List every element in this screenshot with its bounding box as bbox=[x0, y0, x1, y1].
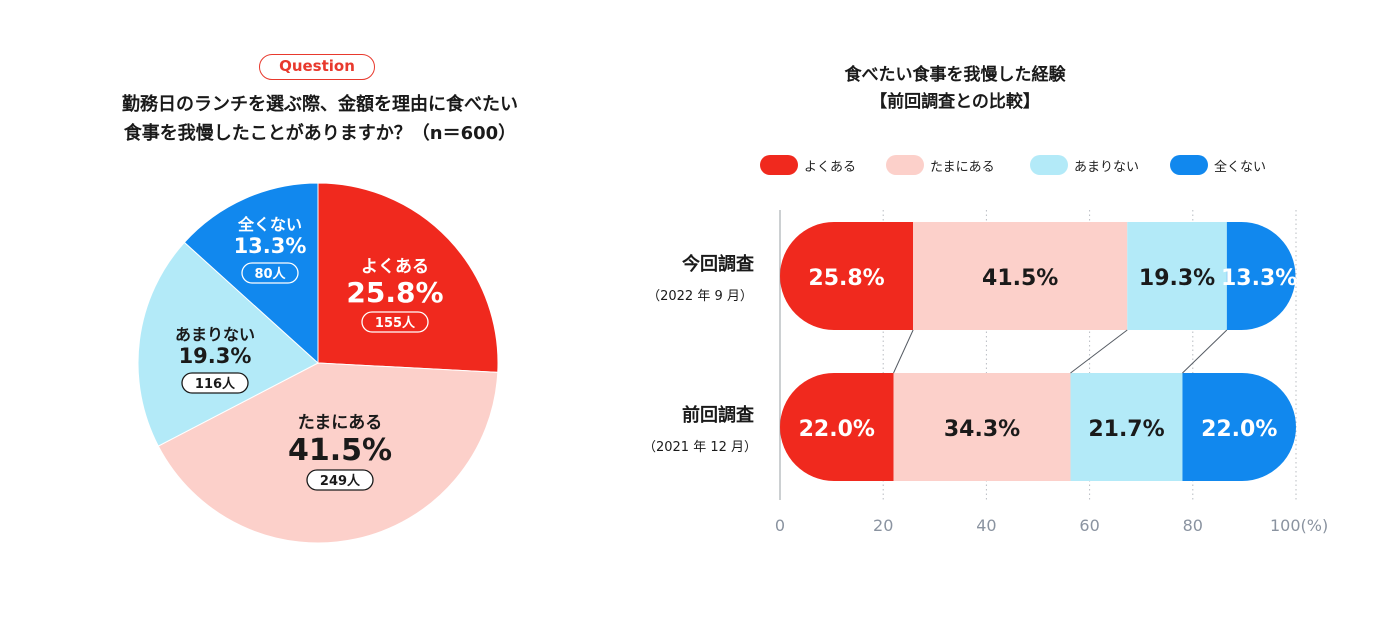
x-tick-label: 40 bbox=[976, 516, 996, 535]
category-sublabel: （2021 年 12 月） bbox=[643, 440, 757, 455]
connector-line bbox=[1182, 329, 1228, 374]
x-tick-label: 80 bbox=[1183, 516, 1203, 535]
bar-value-label: 41.5% bbox=[982, 266, 1058, 291]
x-tick-label: 100(%) bbox=[1270, 516, 1328, 535]
category-sublabel: （2022 年 9 月） bbox=[647, 289, 753, 304]
legend-item-yokuaru: よくある bbox=[760, 153, 856, 177]
bar-value-label: 21.7% bbox=[1088, 417, 1164, 442]
connector-line bbox=[893, 329, 914, 374]
pie-count-pill bbox=[241, 262, 299, 284]
legend-label: 全くない bbox=[1214, 159, 1267, 175]
pie-count-pill bbox=[306, 469, 374, 491]
x-tick-label: 0 bbox=[775, 516, 785, 535]
legend-label: あまりない bbox=[1074, 159, 1140, 175]
category-label: 前回調査 bbox=[682, 404, 754, 426]
pie-slice-value: 41.5% bbox=[288, 433, 392, 468]
legend-label: よくある bbox=[804, 159, 857, 175]
pie-slice-count: 155人 bbox=[375, 315, 416, 331]
question-badge: Question bbox=[259, 54, 375, 80]
pie-slice-label: 全くない bbox=[237, 215, 302, 234]
pie-slice-count: 116人 bbox=[195, 376, 236, 392]
bar-segment bbox=[1070, 373, 1183, 481]
pie-slice-label: よくある bbox=[361, 257, 429, 277]
pie-slice-count: 80人 bbox=[254, 266, 286, 282]
legend-swatch bbox=[886, 155, 924, 175]
legend-swatch bbox=[760, 155, 798, 175]
legend-item-amari: あまりない bbox=[1030, 153, 1139, 177]
bar-segment bbox=[893, 373, 1071, 481]
legend-swatch bbox=[1030, 155, 1068, 175]
bar-value-label: 19.3% bbox=[1139, 266, 1215, 291]
legend-label: たまにある bbox=[930, 159, 995, 175]
bar-segment bbox=[1182, 373, 1296, 481]
pie-slice-label: あまりない bbox=[175, 325, 255, 344]
legend-item-tamani: たまにある bbox=[886, 153, 995, 177]
bar-value-label: 25.8% bbox=[808, 266, 884, 291]
bar-value-label: 13.3% bbox=[1221, 266, 1297, 291]
bar-chart-title-line-2: 【前回調査との比較】 bbox=[870, 92, 1040, 112]
category-label: 今回調査 bbox=[682, 253, 754, 275]
bar-value-label: 22.0% bbox=[799, 417, 875, 442]
bar-segment bbox=[1127, 222, 1227, 330]
pie-slice-value: 19.3% bbox=[179, 344, 252, 368]
bar-segment bbox=[913, 222, 1128, 330]
bar-segment bbox=[1226, 222, 1296, 330]
pie-slice-value: 13.3% bbox=[234, 234, 307, 258]
question-line-2: 食事を我慢したことがありますか？（n＝600） bbox=[123, 123, 517, 144]
bar-value-label: 34.3% bbox=[944, 417, 1020, 442]
question-line-1: 勤務日のランチを選ぶ際、金額を理由に食べたい bbox=[122, 94, 518, 115]
bar-segment bbox=[780, 222, 914, 330]
bar-chart-title-line-1: 食べたい食事を我慢した経験 bbox=[844, 65, 1066, 85]
bar-value-label: 22.0% bbox=[1201, 417, 1277, 442]
bar-segment bbox=[780, 373, 894, 481]
pie-count-pill bbox=[181, 372, 249, 394]
pie-slice-label: たまにある bbox=[298, 413, 383, 433]
pie-slice-count: 249人 bbox=[320, 473, 361, 489]
question-text: 勤務日のランチを選ぶ際、金額を理由に食べたい 食事を我慢したことがありますか？（… bbox=[60, 90, 580, 148]
bar-chart-title: 食べたい食事を我慢した経験 【前回調査との比較】 bbox=[790, 62, 1120, 116]
legend-swatch bbox=[1170, 155, 1208, 175]
pie-slice bbox=[137, 241, 319, 447]
x-tick-label: 60 bbox=[1079, 516, 1099, 535]
pie-count-pill bbox=[361, 311, 429, 333]
x-tick-label: 20 bbox=[873, 516, 893, 535]
legend: よくある たまにある あまりない 全くない bbox=[760, 153, 1300, 177]
legend-item-mattaku: 全くない bbox=[1170, 153, 1266, 177]
connector-line bbox=[1070, 329, 1128, 374]
pie-slice bbox=[157, 362, 499, 544]
pie-slice bbox=[183, 182, 319, 365]
pie-slice-value: 25.8% bbox=[346, 276, 443, 309]
